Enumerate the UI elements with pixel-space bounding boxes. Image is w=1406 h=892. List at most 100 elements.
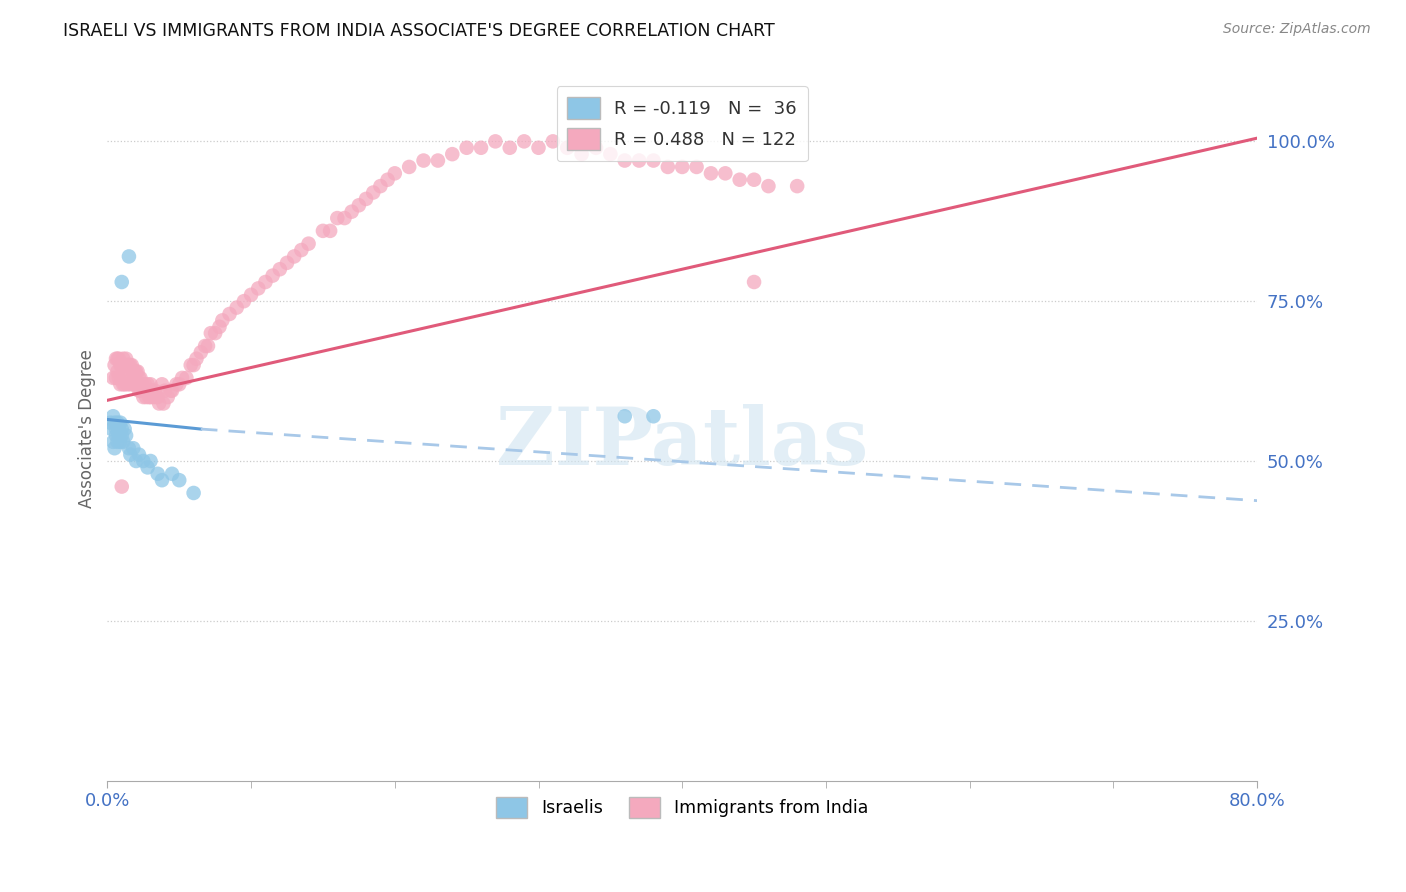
Point — [613, 153, 636, 168]
Point — [190, 345, 212, 359]
Text: ZIPatlas: ZIPatlas — [496, 404, 869, 482]
Point — [115, 428, 138, 442]
Point — [142, 390, 165, 404]
Point — [167, 473, 190, 487]
Point — [204, 326, 226, 340]
Point — [112, 351, 135, 366]
Point — [135, 390, 157, 404]
Point — [254, 275, 277, 289]
Point — [105, 351, 128, 366]
Point — [110, 358, 132, 372]
Point — [112, 434, 135, 449]
Point — [150, 377, 173, 392]
Point — [728, 172, 751, 186]
Point — [121, 358, 143, 372]
Point — [105, 371, 128, 385]
Point — [160, 467, 183, 481]
Point — [146, 467, 169, 481]
Point — [131, 377, 153, 392]
Point — [200, 326, 222, 340]
Point — [132, 454, 155, 468]
Point — [384, 166, 406, 180]
Point — [714, 166, 737, 180]
Point — [643, 153, 665, 168]
Point — [232, 294, 254, 309]
Point — [138, 390, 160, 404]
Point — [103, 358, 125, 372]
Point — [742, 172, 765, 186]
Point — [110, 434, 132, 449]
Point — [122, 441, 145, 455]
Point — [114, 358, 136, 372]
Point — [110, 377, 132, 392]
Point — [283, 249, 305, 263]
Point — [129, 371, 152, 385]
Point — [125, 454, 148, 468]
Point — [107, 416, 129, 430]
Point — [100, 422, 122, 436]
Point — [139, 377, 162, 392]
Point — [354, 192, 377, 206]
Point — [111, 428, 134, 442]
Point — [312, 224, 335, 238]
Point — [571, 147, 593, 161]
Point — [107, 364, 129, 378]
Point — [111, 479, 134, 493]
Point — [120, 377, 142, 392]
Point — [176, 371, 198, 385]
Point — [194, 339, 217, 353]
Point — [127, 364, 149, 378]
Point — [333, 211, 356, 225]
Text: ISRAELI VS IMMIGRANTS FROM INDIA ASSOCIATE'S DEGREE CORRELATION CHART: ISRAELI VS IMMIGRANTS FROM INDIA ASSOCIA… — [63, 22, 775, 40]
Point — [141, 384, 163, 398]
Point — [152, 396, 174, 410]
Point — [240, 287, 263, 301]
Point — [117, 377, 139, 392]
Point — [111, 371, 134, 385]
Point — [122, 364, 145, 378]
Point — [700, 166, 723, 180]
Point — [111, 358, 134, 372]
Point — [103, 416, 125, 430]
Point — [111, 275, 134, 289]
Point — [136, 460, 159, 475]
Point — [125, 377, 148, 392]
Point — [128, 371, 150, 385]
Point — [117, 358, 139, 372]
Point — [290, 243, 312, 257]
Point — [122, 377, 145, 392]
Point — [105, 422, 128, 436]
Point — [370, 179, 392, 194]
Point — [110, 416, 132, 430]
Point — [107, 434, 129, 449]
Point — [180, 358, 202, 372]
Point — [441, 147, 464, 161]
Point — [183, 358, 205, 372]
Point — [114, 377, 136, 392]
Point — [742, 275, 765, 289]
Point — [159, 384, 181, 398]
Point — [786, 179, 808, 194]
Point — [211, 313, 233, 327]
Point — [136, 377, 159, 392]
Point — [108, 351, 131, 366]
Point — [118, 249, 141, 263]
Point — [643, 409, 665, 424]
Point — [208, 319, 231, 334]
Point — [218, 307, 240, 321]
Point — [108, 371, 131, 385]
Point — [398, 160, 420, 174]
Point — [247, 281, 270, 295]
Point — [319, 224, 342, 238]
Point — [129, 384, 152, 398]
Point — [112, 377, 135, 392]
Point — [426, 153, 449, 168]
Point — [111, 422, 134, 436]
Point — [115, 371, 138, 385]
Point — [613, 409, 636, 424]
Point — [541, 134, 564, 148]
Text: Source: ZipAtlas.com: Source: ZipAtlas.com — [1223, 22, 1371, 37]
Point — [156, 390, 179, 404]
Point — [118, 358, 141, 372]
Point — [139, 390, 162, 404]
